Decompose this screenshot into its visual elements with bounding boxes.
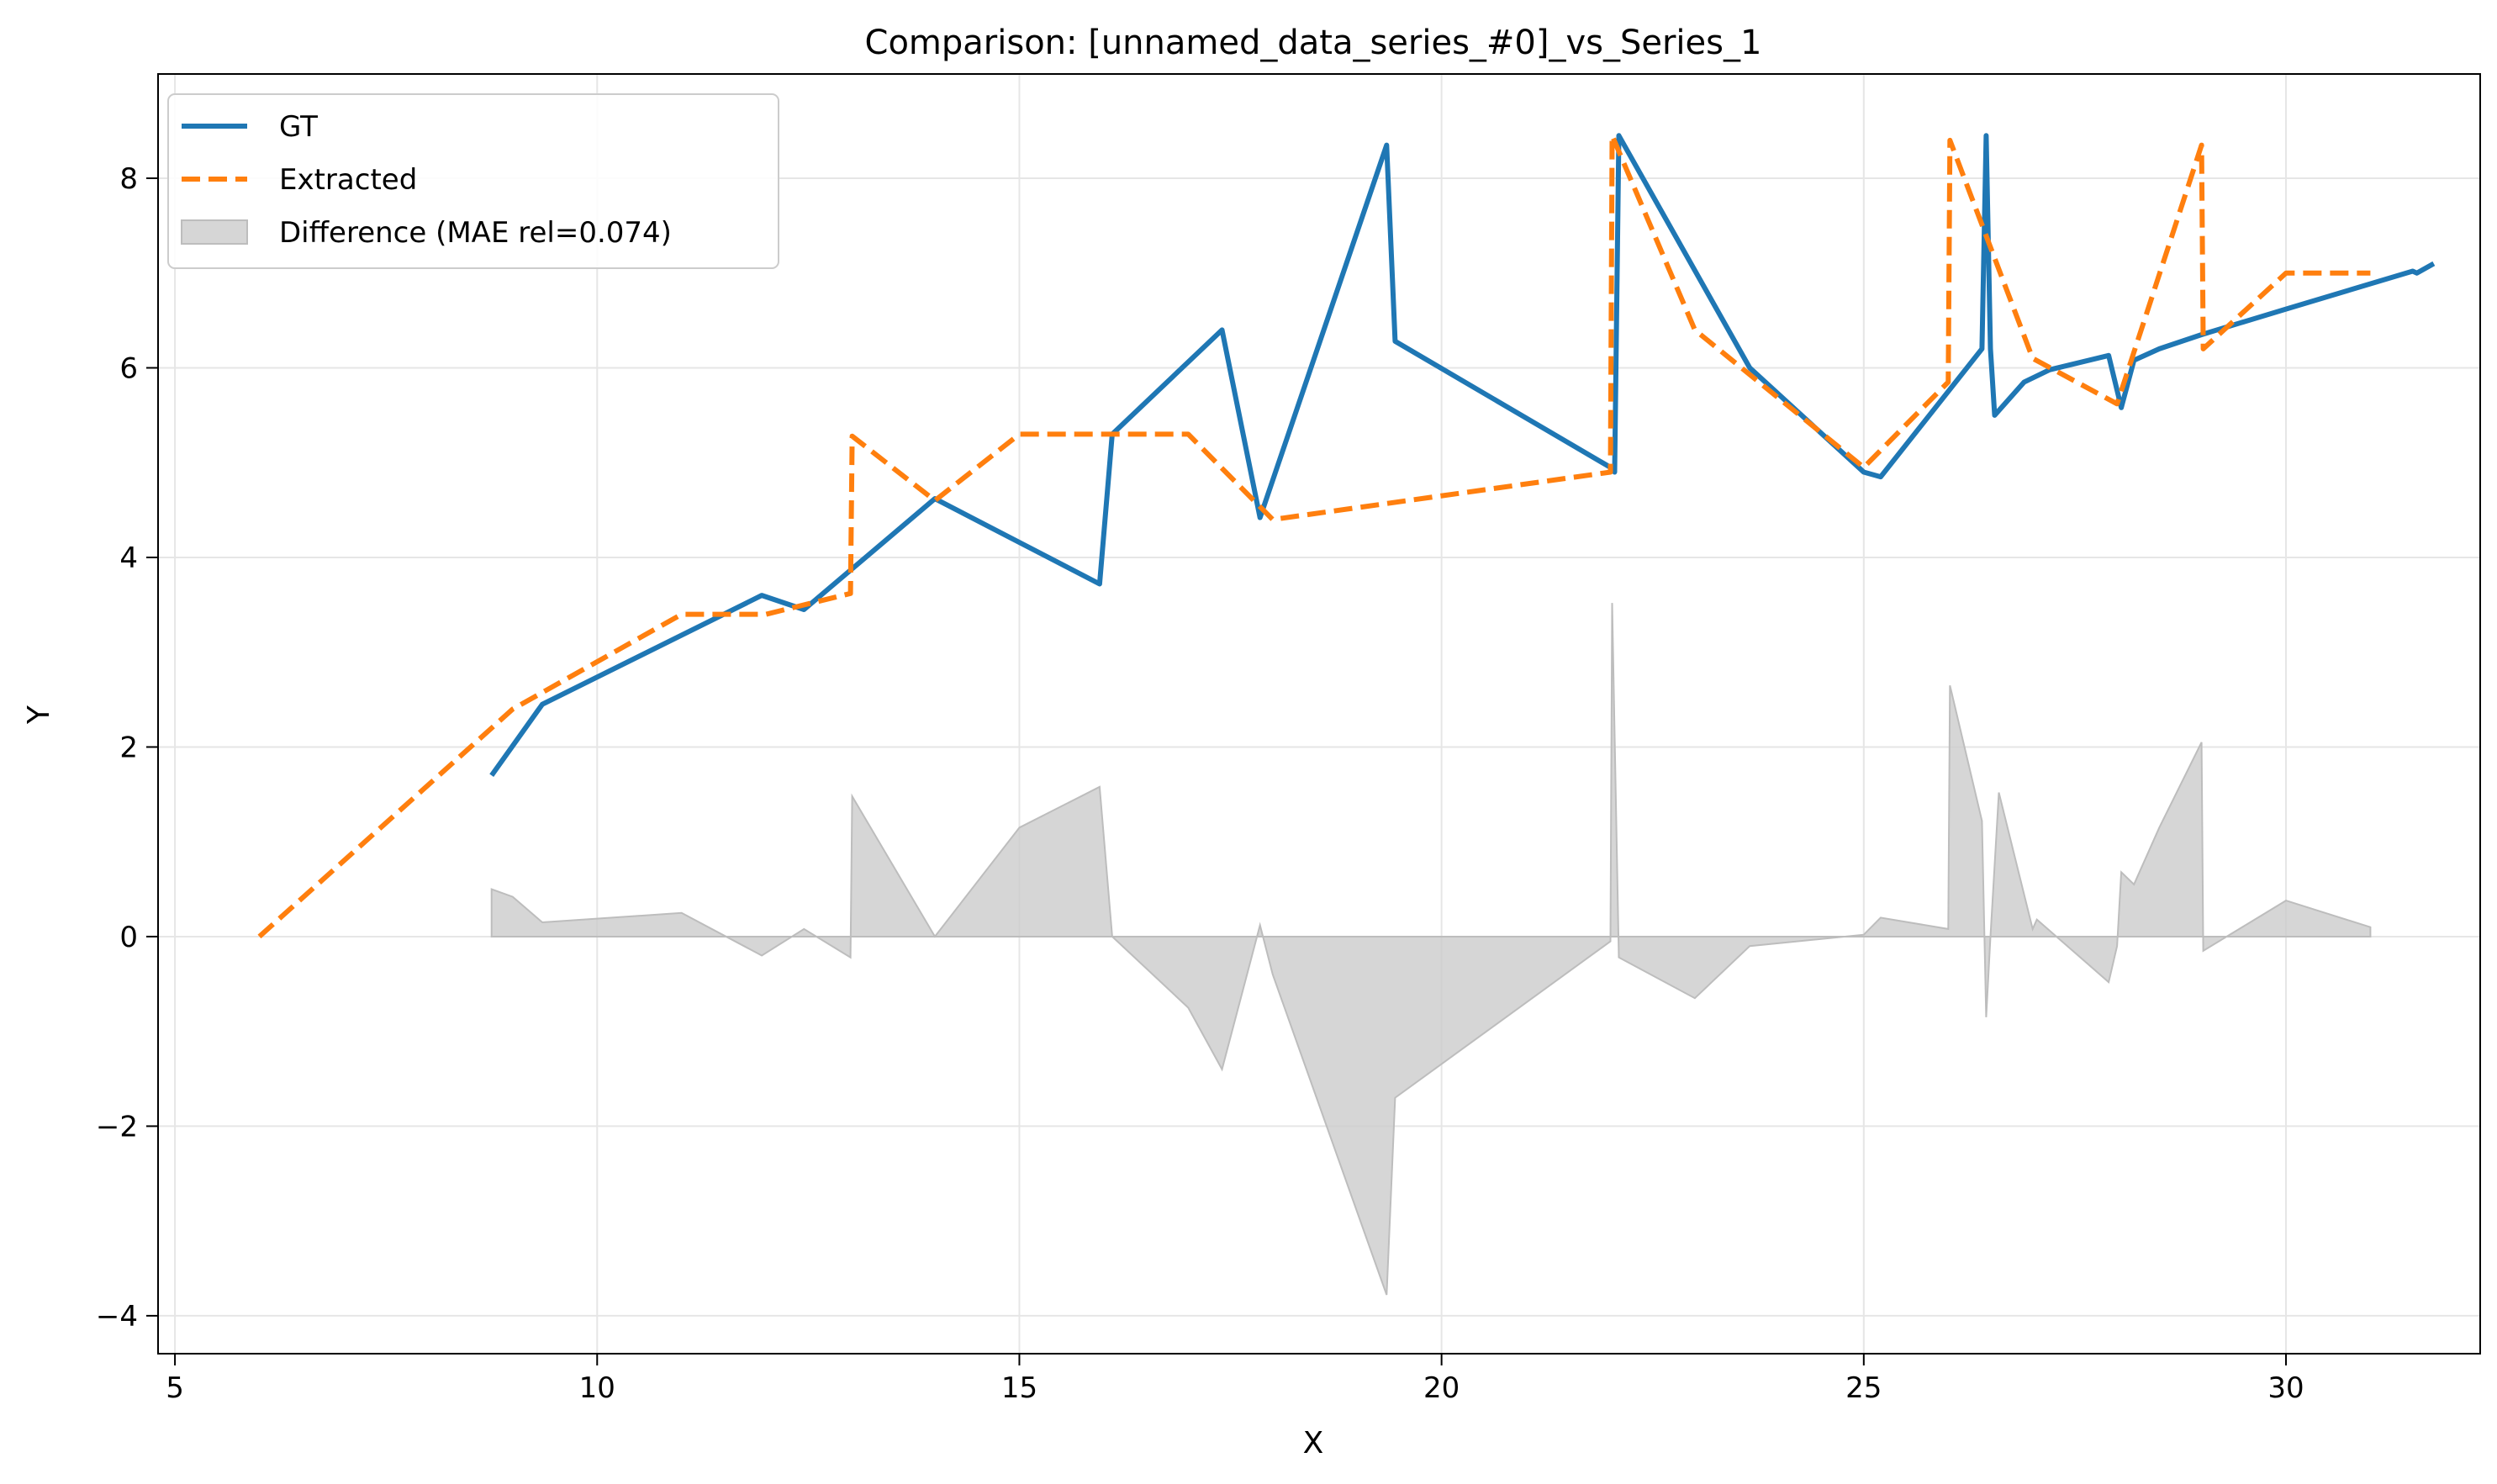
y-axis-label: Y <box>22 705 56 725</box>
y-tick-label: −4 <box>96 1300 138 1333</box>
y-tick-label: 0 <box>119 921 138 954</box>
legend: GT Extracted Difference (MAE rel=0.074) <box>167 93 779 269</box>
x-axis-label: X <box>1303 1426 1324 1460</box>
legend-label: GT <box>279 110 318 144</box>
plot-frame <box>157 73 2481 1355</box>
chart-title: Comparison: [unnamed_data_series_#0]_vs_… <box>865 24 1762 62</box>
x-tick-label: 15 <box>1001 1371 1037 1405</box>
x-tick-label: 30 <box>2267 1371 2304 1405</box>
y-tick-label: −2 <box>96 1110 138 1143</box>
y-tick-label: 2 <box>119 731 138 764</box>
legend-swatch <box>181 219 248 245</box>
y-tick-label: 6 <box>119 351 138 385</box>
x-tick-label: 25 <box>1845 1371 1882 1405</box>
difference-area <box>490 603 2372 1296</box>
legend-label: Extracted <box>279 163 417 197</box>
y-axis-ticks: −4 −2 0 2 4 6 8 <box>96 162 158 1333</box>
series-lines <box>257 133 2436 939</box>
x-tick-label: 10 <box>579 1371 615 1405</box>
y-tick-label: 4 <box>119 541 138 575</box>
difference-fill <box>490 603 2372 1296</box>
legend-label: Difference (MAE rel=0.074) <box>279 216 672 250</box>
x-tick-label: 20 <box>1423 1371 1460 1405</box>
series-line-gt <box>489 133 2436 778</box>
x-axis-ticks: 5 10 15 20 25 30 <box>166 1354 2304 1405</box>
x-tick-label: 5 <box>166 1371 184 1405</box>
y-tick-label: 8 <box>119 162 138 196</box>
series-line-extracted <box>257 133 2371 939</box>
legend-box <box>167 93 779 269</box>
